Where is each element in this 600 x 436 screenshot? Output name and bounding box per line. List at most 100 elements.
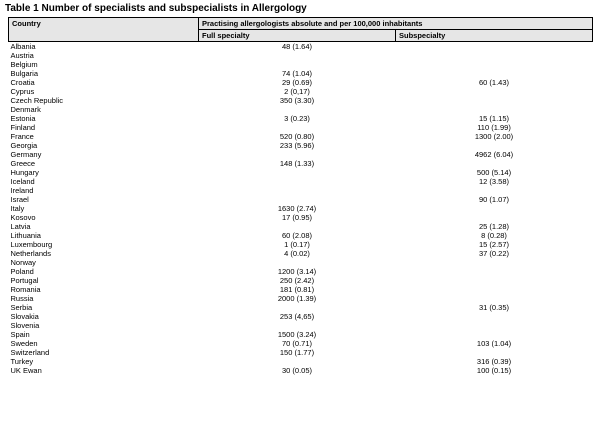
full-specialty-cell: 148 (1.33) — [279, 159, 315, 168]
full-specialty-cell: 2000 (1.39) — [277, 294, 317, 303]
country-cell: Czech Republic — [10, 96, 64, 105]
subspecialty-cell — [396, 312, 593, 321]
subspecialty-cell — [396, 42, 593, 52]
full-specialty-cell: 4 (0.02) — [284, 249, 310, 258]
full-specialty-cell: 29 (0.69) — [281, 78, 313, 87]
table-row: Finland 110 (1.99) — [9, 123, 593, 132]
table-row: Poland 1200 (3.14) — [9, 267, 593, 276]
country-cell: Iceland — [10, 177, 35, 186]
specialists-table: Country Practising allergologists absolu… — [8, 17, 594, 375]
country-cell: Serbia — [10, 303, 33, 312]
subspecialty-cell: 316 (0.39) — [476, 357, 512, 366]
full-specialty-cell — [199, 123, 396, 132]
full-specialty-cell: 60 (2.08) — [281, 231, 313, 240]
table-row: Hungary 500 (5.14) — [9, 168, 593, 177]
country-cell: Luxembourg — [10, 240, 53, 249]
header-row-subcolumns: Full specialty Subspecialty — [9, 29, 594, 42]
subspecialty-cell: 60 (1.43) — [478, 78, 510, 87]
full-specialty-cell: 233 (5.96) — [279, 141, 315, 150]
table-row: Portugal 250 (2.42) — [9, 276, 593, 285]
subspecialty-cell — [396, 276, 593, 285]
subspecialty-cell: 15 (2.57) — [478, 240, 510, 249]
full-specialty-cell — [199, 168, 396, 177]
country-cell: UK Ewan — [10, 366, 42, 375]
country-cell: Netherlands — [10, 249, 51, 258]
table-row: Estonia 3 (0.23) 15 (1.15) — [9, 114, 593, 123]
full-specialty-cell — [199, 150, 396, 159]
full-specialty-cell: 1500 (3.24) — [277, 330, 317, 339]
subspecialty-cell: 100 (0.15) — [476, 366, 512, 375]
header-row-group: Country Practising allergologists absolu… — [8, 17, 594, 42]
table-row: France 520 (0.80) 1300 (2.00) — [9, 132, 593, 141]
full-specialty-cell: 30 (0.05) — [281, 366, 313, 375]
subspecialty-cell: 37 (0.22) — [478, 249, 510, 258]
column-header-subspecialty: Subspecialty — [394, 29, 594, 42]
country-cell: Romania — [10, 285, 41, 294]
full-specialty-cell — [199, 357, 396, 366]
table-row: Romania 181 (0.81) — [9, 285, 593, 294]
table-row: Latvia 25 (1.28) — [9, 222, 593, 231]
subspecialty-cell: 4962 (6.04) — [474, 150, 514, 159]
country-cell: Greece — [10, 159, 36, 168]
subspecialty-cell: 90 (1.07) — [478, 195, 510, 204]
full-specialty-cell — [199, 321, 396, 330]
full-specialty-cell: 1630 (2.74) — [277, 204, 317, 213]
country-cell: Spain — [10, 330, 30, 339]
subspecialty-cell — [396, 258, 593, 267]
full-specialty-cell — [199, 195, 396, 204]
full-specialty-cell: 150 (1.77) — [279, 348, 315, 357]
table-row: Turkey 316 (0.39) — [9, 357, 593, 366]
subspecialty-cell — [396, 267, 593, 276]
country-cell: Sweden — [10, 339, 38, 348]
full-specialty-cell — [199, 258, 396, 267]
country-cell: Italy — [10, 204, 25, 213]
country-cell: Hungary — [10, 168, 39, 177]
subspecialty-cell — [396, 69, 593, 78]
country-cell: Austria — [10, 51, 34, 60]
table-row: Switzerland 150 (1.77) — [9, 348, 593, 357]
full-specialty-cell: 17 (0.95) — [281, 213, 313, 222]
subspecialty-cell: 31 (0.35) — [478, 303, 510, 312]
table-row: Slovakia 253 (4,65) — [9, 312, 593, 321]
subspecialty-cell — [396, 330, 593, 339]
table-row: Serbia 31 (0.35) — [9, 303, 593, 312]
table-row: Slovenia — [9, 321, 593, 330]
subspecialty-cell — [396, 105, 593, 114]
country-cell: Germany — [10, 150, 42, 159]
subspecialty-cell — [396, 141, 593, 150]
table-row: Israel 90 (1.07) — [9, 195, 593, 204]
full-specialty-cell: 250 (2.42) — [279, 276, 315, 285]
full-specialty-cell — [199, 186, 396, 195]
country-cell: France — [10, 132, 34, 141]
table-row: Belgium — [9, 60, 593, 69]
table-title: Table 1 Number of specialists and subspe… — [5, 3, 307, 14]
table-row: UK Ewan 30 (0.05) 100 (0.15) — [9, 366, 593, 375]
table-row: Czech Republic 350 (3.30) — [9, 96, 593, 105]
column-header-country: Country — [8, 17, 199, 42]
country-cell: Switzerland — [10, 348, 50, 357]
country-cell: Norway — [10, 258, 36, 267]
subspecialty-cell — [396, 321, 593, 330]
country-cell: Finland — [10, 123, 36, 132]
country-cell: Portugal — [10, 276, 39, 285]
table-row: Croatia 29 (0.69) 60 (1.43) — [9, 78, 593, 87]
country-cell: Denmark — [10, 105, 41, 114]
table-row: Denmark — [9, 105, 593, 114]
subspecialty-cell: 110 (1.99) — [477, 123, 511, 132]
country-cell: Albania — [10, 42, 36, 51]
subspecialty-cell — [396, 96, 593, 105]
country-cell: Turkey — [10, 357, 34, 366]
table-row: Iceland 12 (3.58) — [9, 177, 593, 186]
country-cell: Slovenia — [10, 321, 40, 330]
full-specialty-cell: 1 (0.17) — [284, 240, 310, 249]
column-header-full-specialty: Full specialty — [198, 29, 396, 42]
country-cell: Israel — [10, 195, 29, 204]
country-cell: Latvia — [10, 222, 31, 231]
table-row: Italy 1630 (2.74) — [9, 204, 593, 213]
table-row: Russia 2000 (1.39) — [9, 294, 593, 303]
table-row: Austria — [9, 51, 593, 60]
column-header-group: Practising allergologists absolute and p… — [197, 17, 594, 30]
country-cell: Russia — [10, 294, 34, 303]
full-specialty-cell — [199, 105, 396, 114]
